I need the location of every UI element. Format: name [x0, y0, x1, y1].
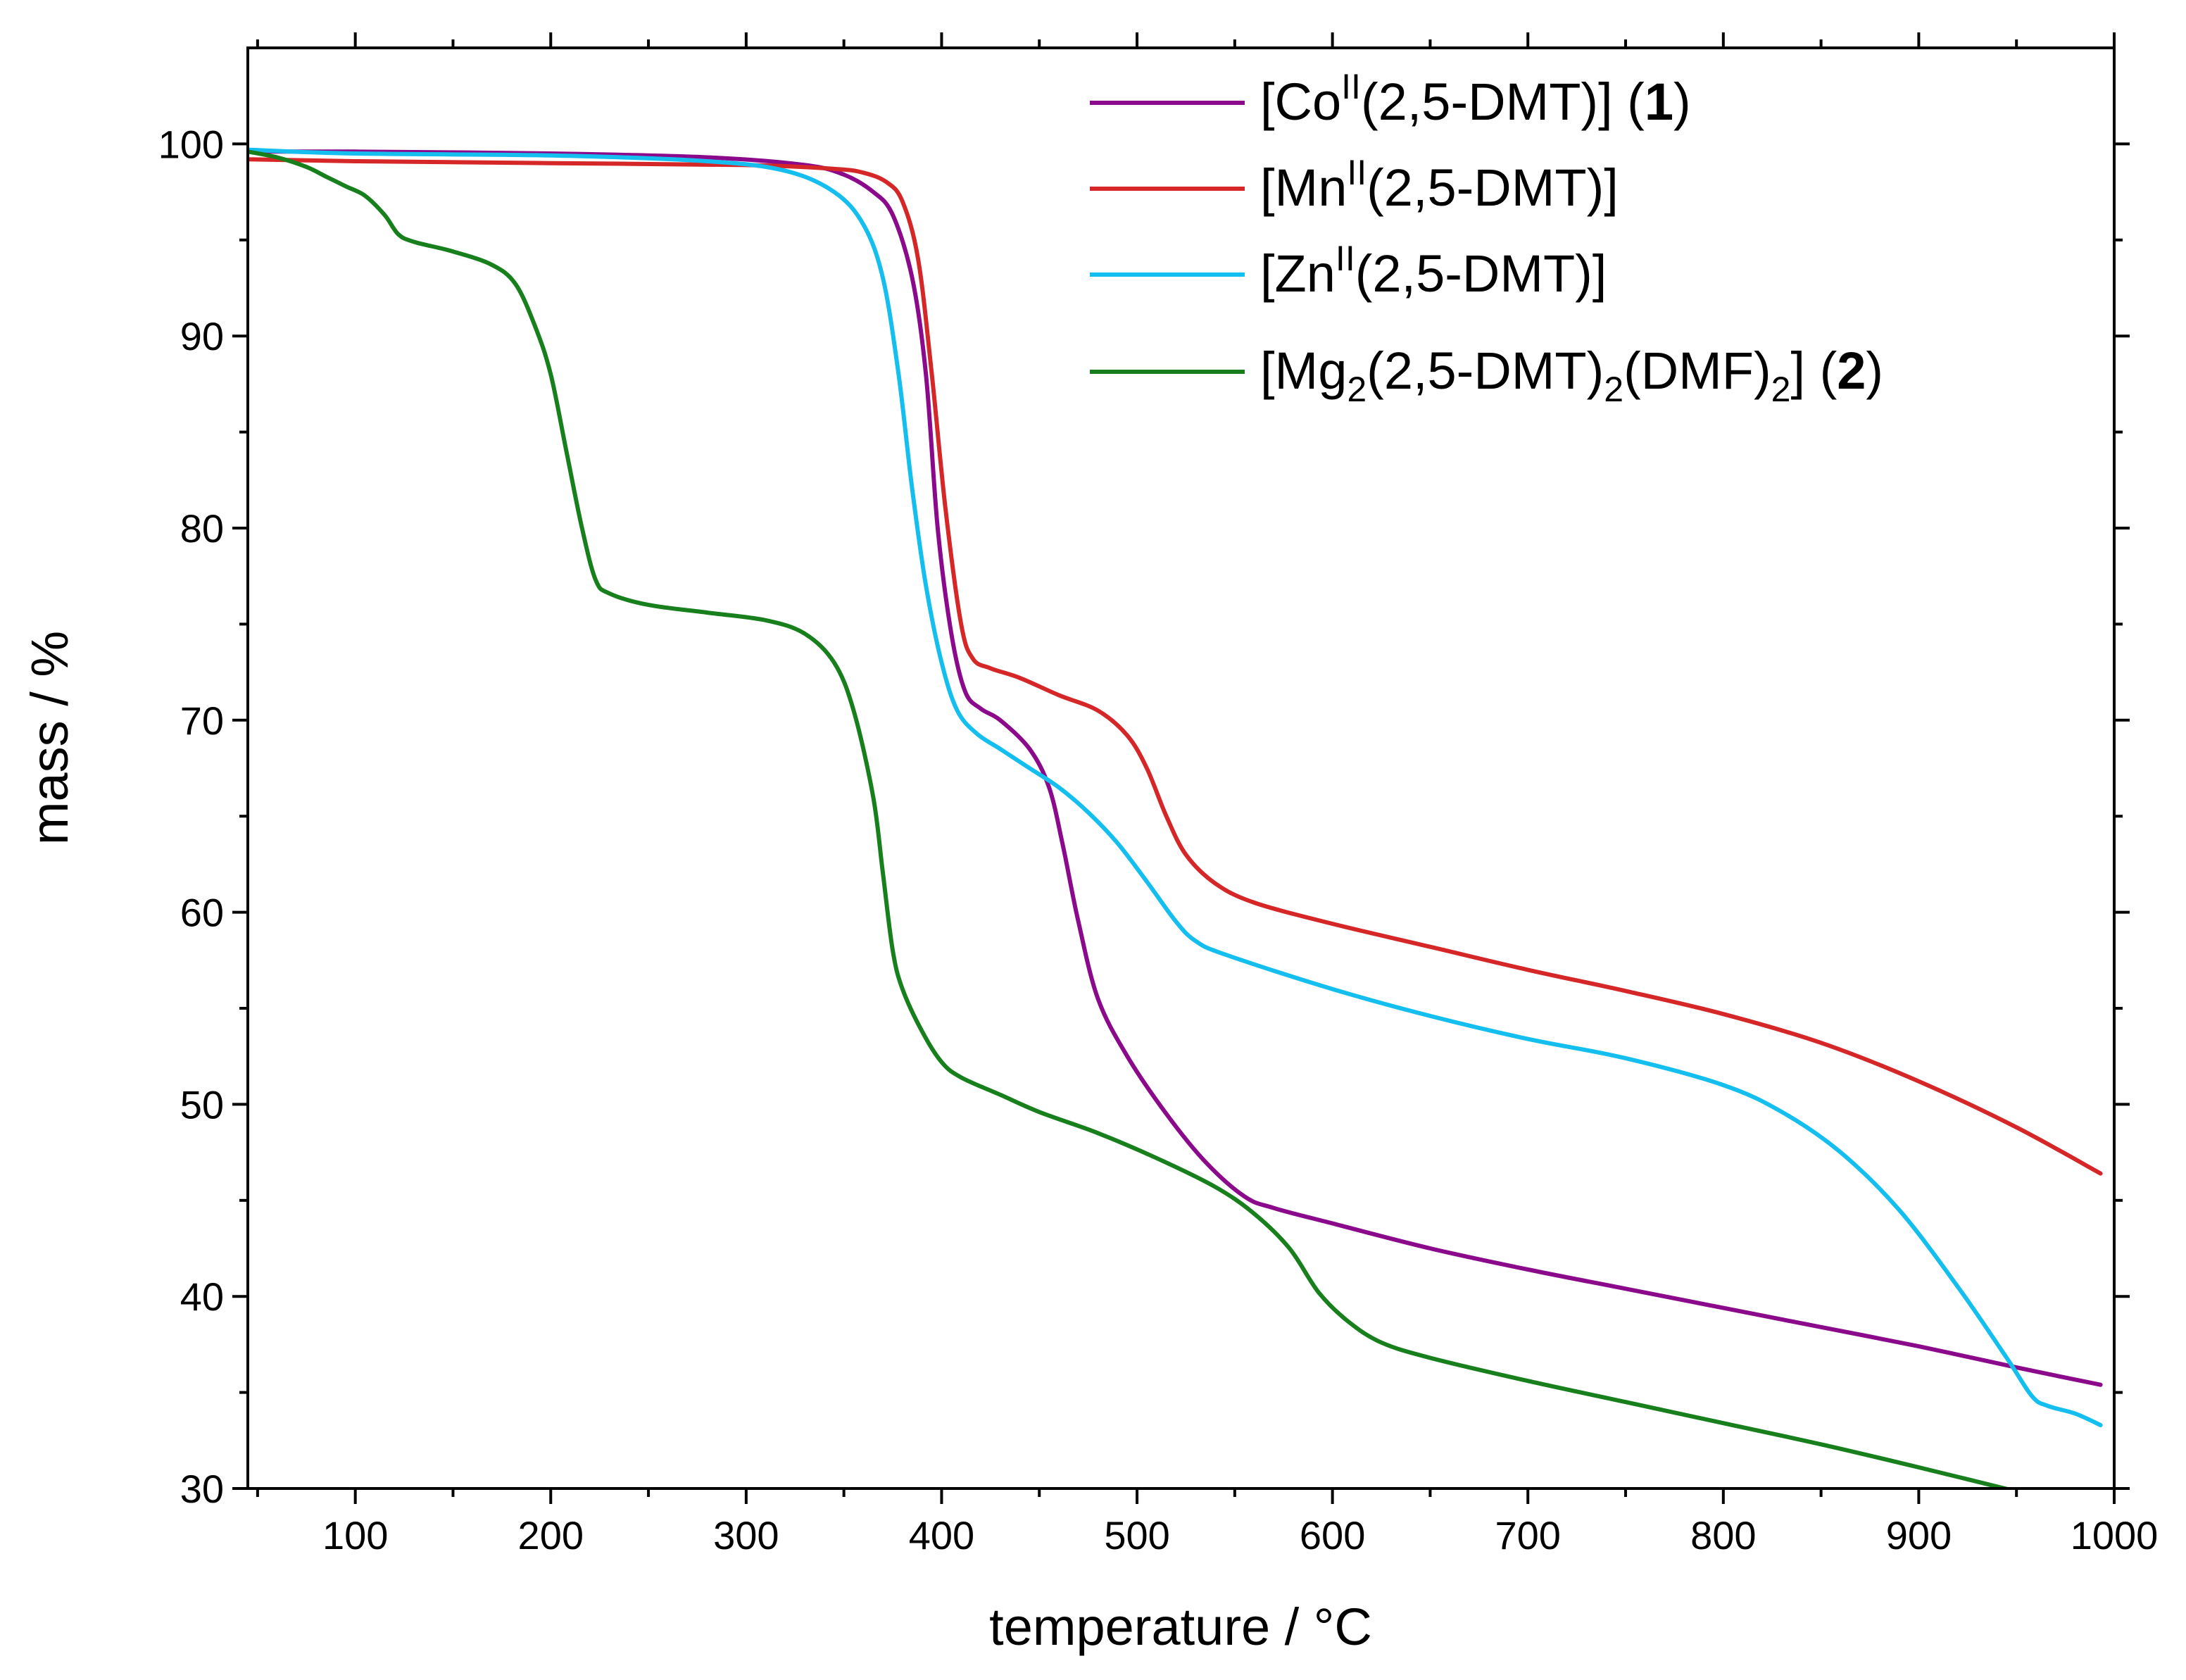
- x-tick-label: 900: [1886, 1513, 1952, 1557]
- legend-label: [MnII(2,5-DMT)]: [1260, 153, 1619, 217]
- y-tick-label: 100: [158, 122, 224, 166]
- y-tick-label: 40: [180, 1274, 224, 1319]
- legend: [CoII(2,5-DMT)] (1) [MnII(2,5-DMT)] [ZnII(…: [1090, 67, 1883, 409]
- x-tick-label: 400: [909, 1513, 974, 1557]
- x-tick-label: 200: [518, 1513, 584, 1557]
- legend-label: [Mg2(2,5-DMT)2(DMF)2] (2): [1260, 341, 1883, 409]
- legend-entry-mn: [MnII(2,5-DMT)]: [1090, 153, 1619, 217]
- legend-entry-zn: [ZnII(2,5-DMT)]: [1090, 239, 1607, 303]
- x-tick-label: 500: [1104, 1513, 1169, 1557]
- x-tick-label: 300: [713, 1513, 779, 1557]
- y-tick-label: 80: [180, 506, 224, 551]
- x-tick-label: 800: [1690, 1513, 1756, 1557]
- y-tick-label: 60: [180, 891, 224, 935]
- legend-entry-mg: [Mg2(2,5-DMT)2(DMF)2] (2): [1090, 341, 1883, 409]
- ticks-layer: 100 200 300 400 500 600 700 800 900 1000 30 40 50 60 7…: [158, 32, 2159, 1557]
- legend-label: [ZnII(2,5-DMT)]: [1260, 239, 1607, 303]
- series-zn-line: [248, 147, 2103, 1427]
- y-tick-label: 50: [180, 1082, 224, 1127]
- x-axis-title: temperature / °C: [989, 1598, 1372, 1656]
- legend-entry-co: [CoII(2,5-DMT)] (1): [1090, 67, 1691, 131]
- plot-frame: [246, 46, 2116, 1490]
- series-mg-line: [248, 149, 2014, 1488]
- legend-label: [CoII(2,5-DMT)] (1): [1260, 67, 1691, 131]
- y-tick-label: 90: [180, 314, 224, 358]
- x-tick-label: 100: [322, 1513, 388, 1557]
- y-tick-label: 70: [180, 698, 224, 743]
- x-tick-label: 600: [1300, 1513, 1365, 1557]
- x-tick-label: 1000: [2071, 1513, 2159, 1557]
- y-axis-title: mass / %: [20, 631, 79, 845]
- series-mn-line: [248, 157, 2103, 1176]
- series-layer: [248, 147, 2103, 1488]
- y-tick-label: 30: [180, 1467, 224, 1511]
- x-tick-label: 700: [1495, 1513, 1561, 1557]
